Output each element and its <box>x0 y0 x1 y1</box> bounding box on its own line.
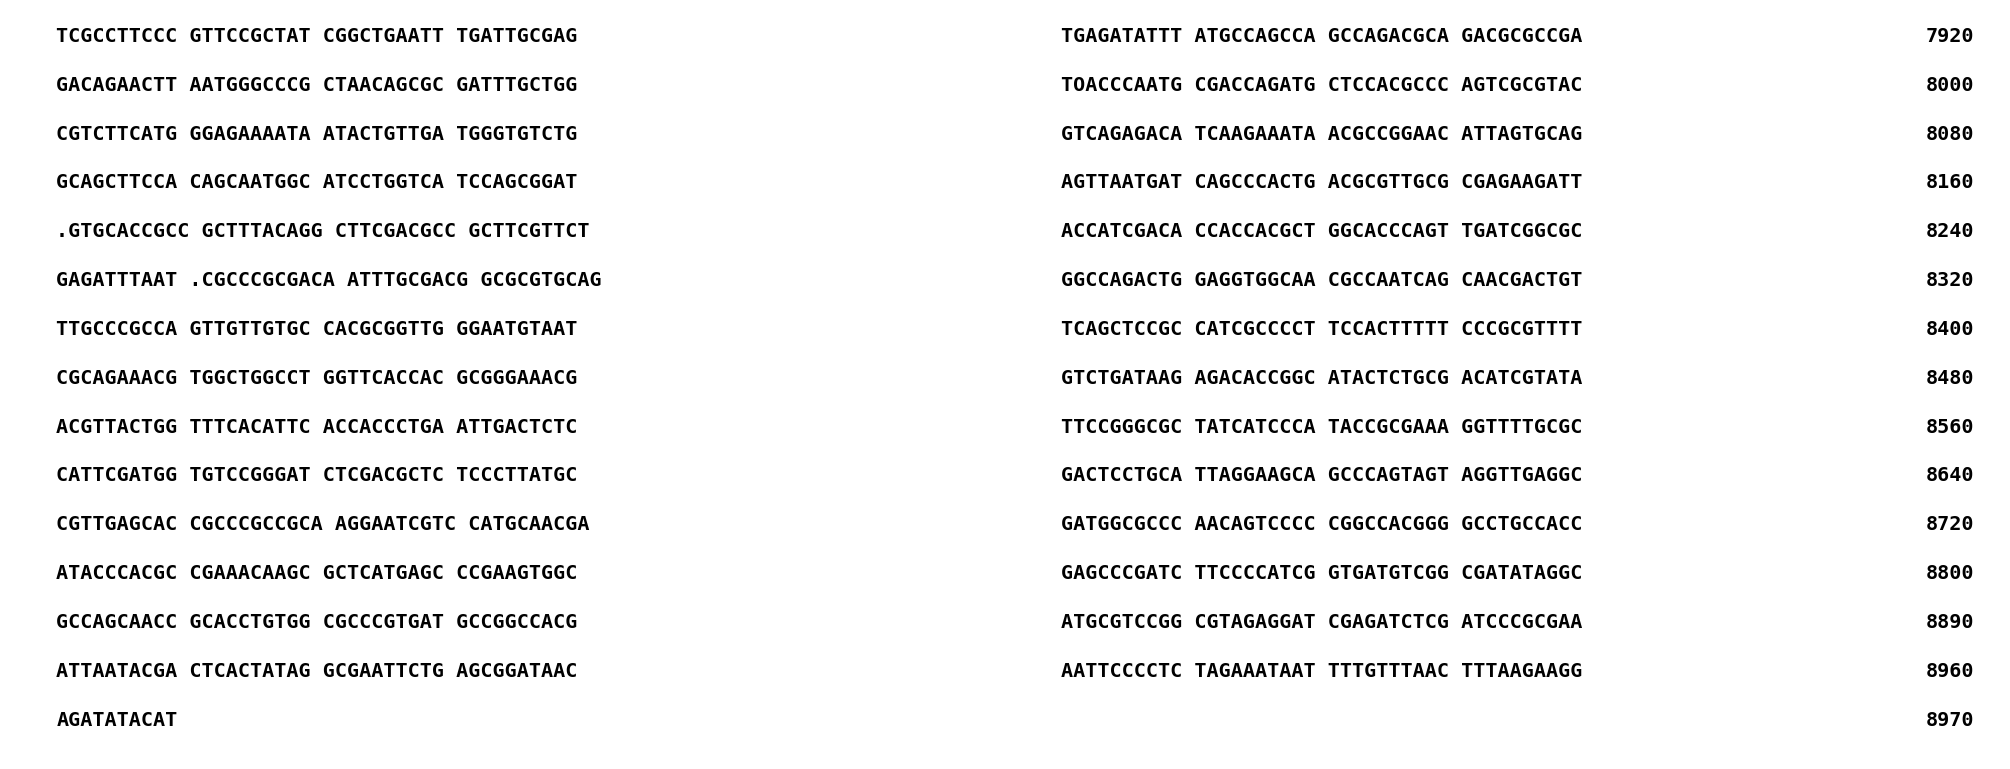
Text: GGCCAGACTG GAGGTGGCAA CGCCAATCAG CAACGACTGT: GGCCAGACTG GAGGTGGCAA CGCCAATCAG CAACGAC… <box>1061 271 1582 290</box>
Text: 8720: 8720 <box>1926 515 1974 534</box>
Text: ATGCGTCCGG CGTAGAGGAT CGAGATCTCG ATCCCGCGAA: ATGCGTCCGG CGTAGAGGAT CGAGATCTCG ATCCCGC… <box>1061 613 1582 632</box>
Text: GACTCCTGCA TTAGGAAGCA GCCCAGTAGT AGGTTGAGGC: GACTCCTGCA TTAGGAAGCA GCCCAGTAGT AGGTTGA… <box>1061 466 1582 485</box>
Text: GTCAGAGACA TCAAGAAATA ACGCCGGAAC ATTAGTGCAG: GTCAGAGACA TCAAGAAATA ACGCCGGAAC ATTAGTG… <box>1061 125 1582 144</box>
Text: 8400: 8400 <box>1926 320 1974 339</box>
Text: TGAGATATTT ATGCCAGCCA GCCAGACGCA GACGCGCCGA: TGAGATATTT ATGCCAGCCA GCCAGACGCA GACGCGC… <box>1061 27 1582 46</box>
Text: TCAGCTCCGC CATCGCCCCT TCCACTTTTT CCCGCGTTTT: TCAGCTCCGC CATCGCCCCT TCCACTTTTT CCCGCGT… <box>1061 320 1582 339</box>
Text: 8560: 8560 <box>1926 418 1974 437</box>
Text: 8800: 8800 <box>1926 564 1974 583</box>
Text: GTCTGATAAG AGACACCGGC ATACTCTGCG ACATCGTATA: GTCTGATAAG AGACACCGGC ATACTCTGCG ACATCGT… <box>1061 369 1582 388</box>
Text: 8480: 8480 <box>1926 369 1974 388</box>
Text: TOACCCAATG CGACCAGATG CTCCACGCCC AGTCGCGTAC: TOACCCAATG CGACCAGATG CTCCACGCCC AGTCGCG… <box>1061 75 1582 95</box>
Text: GCAGCTTCCA CAGCAATGGC ATCCTGGTCA TCCAGCGGAT: GCAGCTTCCA CAGCAATGGC ATCCTGGTCA TCCAGCG… <box>56 173 577 192</box>
Text: ACCATCGACA CCACCACGCT GGCACCCAGT TGATCGGCGC: ACCATCGACA CCACCACGCT GGCACCCAGT TGATCGG… <box>1061 222 1582 241</box>
Text: 8320: 8320 <box>1926 271 1974 290</box>
Text: ACGTTACTGG TTTCACATTC ACCACCCTGA ATTGACTCTC: ACGTTACTGG TTTCACATTC ACCACCCTGA ATTGACT… <box>56 418 577 437</box>
Text: GATGGCGCCC AACAGTCCCC CGGCCACGGG GCCTGCCACC: GATGGCGCCC AACAGTCCCC CGGCCACGGG GCCTGCC… <box>1061 515 1582 534</box>
Text: TTGCCCGCCA GTTGTTGTGC CACGCGGTTG GGAATGTAAT: TTGCCCGCCA GTTGTTGTGC CACGCGGTTG GGAATGT… <box>56 320 577 339</box>
Text: CGTTGAGCAC CGCCCGCCGCA AGGAATCGTC CATGCAACGA: CGTTGAGCAC CGCCCGCCGCA AGGAATCGTC CATGCA… <box>56 515 589 534</box>
Text: CGTCTTCATG GGAGAAAATA ATACTGTTGA TGGGTGTCTG: CGTCTTCATG GGAGAAAATA ATACTGTTGA TGGGTGT… <box>56 125 577 144</box>
Text: AGTTAATGAT CAGCCCACTG ACGCGTTGCG CGAGAAGATT: AGTTAATGAT CAGCCCACTG ACGCGTTGCG CGAGAAG… <box>1061 173 1582 192</box>
Text: 8890: 8890 <box>1926 613 1974 632</box>
Text: 8160: 8160 <box>1926 173 1974 192</box>
Text: 8960: 8960 <box>1926 661 1974 681</box>
Text: 8640: 8640 <box>1926 466 1974 485</box>
Text: AATTCCCCTC TAGAAATAAT TTTGTTTAAC TTTAAGAAGG: AATTCCCCTC TAGAAATAAT TTTGTTTAAC TTTAAGA… <box>1061 661 1582 681</box>
Text: ATTAATACGA CTCACTATAG GCGAATTCTG AGCGGATAAC: ATTAATACGA CTCACTATAG GCGAATTCTG AGCGGAT… <box>56 661 577 681</box>
Text: TTCCGGGCGC TATCATCCCA TACCGCGAAA GGTTTTGCGC: TTCCGGGCGC TATCATCCCA TACCGCGAAA GGTTTTG… <box>1061 418 1582 437</box>
Text: GAGCCCGATC TTCCCCATCG GTGATGTCGG CGATATAGGC: GAGCCCGATC TTCCCCATCG GTGATGTCGG CGATATA… <box>1061 564 1582 583</box>
Text: 8970: 8970 <box>1926 711 1974 730</box>
Text: TCGCCTTCCC GTTCCGCTAT CGGCTGAATT TGATTGCGAG: TCGCCTTCCC GTTCCGCTAT CGGCTGAATT TGATTGC… <box>56 27 577 46</box>
Text: GACAGAACTT AATGGGCCCG CTAACAGCGC GATTTGCTGG: GACAGAACTT AATGGGCCCG CTAACAGCGC GATTTGC… <box>56 75 577 95</box>
Text: 7920: 7920 <box>1926 27 1974 46</box>
Text: .GTGCACCGCC GCTTTACAGG CTTCGACGCC GCTTCGTTCT: .GTGCACCGCC GCTTTACAGG CTTCGACGCC GCTTCG… <box>56 222 589 241</box>
Text: 8080: 8080 <box>1926 125 1974 144</box>
Text: CGCAGAAACG TGGCTGGCCT GGTTCACCAC GCGGGAAACG: CGCAGAAACG TGGCTGGCCT GGTTCACCAC GCGGGAA… <box>56 369 577 388</box>
Text: AGATATACAT: AGATATACAT <box>56 711 177 730</box>
Text: 8240: 8240 <box>1926 222 1974 241</box>
Text: ATACCCACGC CGAAACAAGC GCTCATGAGC CCGAAGTGGC: ATACCCACGC CGAAACAAGC GCTCATGAGC CCGAAGT… <box>56 564 577 583</box>
Text: 8000: 8000 <box>1926 75 1974 95</box>
Text: GCCAGCAACC GCACCTGTGG CGCCCGTGAT GCCGGCCACG: GCCAGCAACC GCACCTGTGG CGCCCGTGAT GCCGGCC… <box>56 613 577 632</box>
Text: GAGATTTAAT .CGCCCGCGACA ATTTGCGACG GCGCGTGCAG: GAGATTTAAT .CGCCCGCGACA ATTTGCGACG GCGCG… <box>56 271 601 290</box>
Text: CATTCGATGG TGTCCGGGAT CTCGACGCTC TCCCTTATGC: CATTCGATGG TGTCCGGGAT CTCGACGCTC TCCCTTA… <box>56 466 577 485</box>
